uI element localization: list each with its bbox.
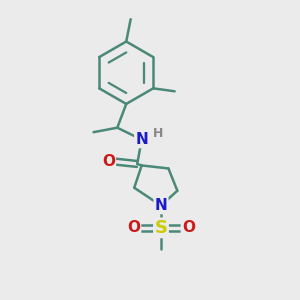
Text: H: H [153, 127, 163, 140]
Text: O: O [182, 220, 195, 236]
Text: S: S [154, 219, 167, 237]
Text: N: N [135, 132, 148, 147]
Text: O: O [127, 220, 140, 236]
Text: O: O [102, 154, 115, 169]
Text: N: N [154, 198, 167, 213]
